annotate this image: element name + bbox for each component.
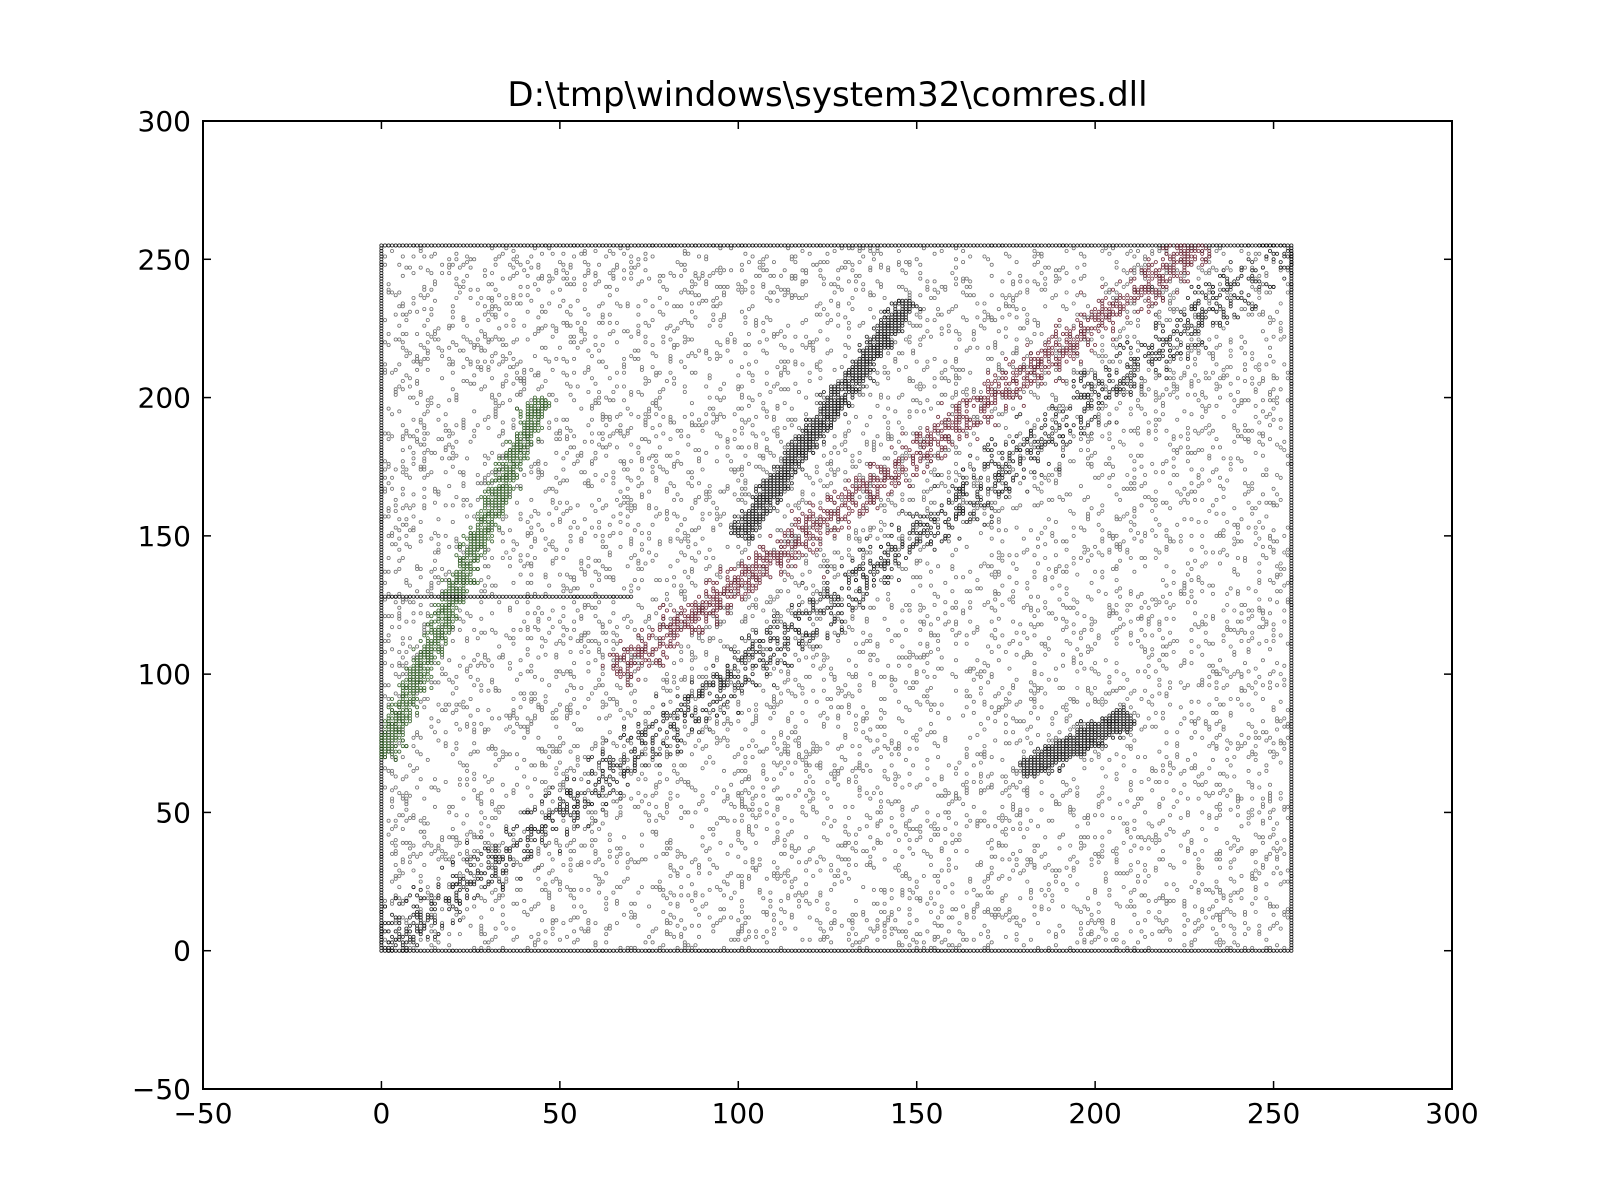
chart-title: D:\tmp\windows\system32\comres.dll	[507, 75, 1147, 115]
y-tick-label: 250	[138, 243, 191, 276]
background-scatter	[379, 243, 1294, 953]
x-tick-label: −50	[173, 1097, 232, 1130]
x-tick-label: 100	[712, 1097, 765, 1130]
structure-short-line-upper-middle	[729, 298, 923, 541]
x-tick-label: 200	[1068, 1097, 1121, 1130]
x-tick-label: 150	[890, 1097, 943, 1130]
structure-steep-upper-left-line	[379, 395, 552, 762]
x-tick-label: 300	[1425, 1097, 1478, 1130]
x-tick-label: 0	[373, 1097, 391, 1130]
y-tick-label: 200	[138, 382, 191, 415]
structure-upper-diagonal-band	[600, 243, 1212, 688]
y-tick-label: 150	[138, 520, 191, 553]
scatter-points	[379, 243, 1294, 953]
x-tick-label: 250	[1247, 1097, 1300, 1130]
plot-frame	[202, 120, 1453, 1090]
y-tick-label: 300	[138, 105, 191, 138]
y-tick-label: −50	[132, 1073, 191, 1106]
y-tick-label: 100	[138, 658, 191, 691]
axis-ticks: −50 0 50 100 150 200 250 300 −50 0 50 100 150 200 250 3…	[132, 105, 1479, 1130]
structure-horizontal-streak	[379, 594, 634, 599]
data-border	[379, 243, 1294, 953]
x-tick-label: 50	[542, 1097, 578, 1130]
y-tick-label: 0	[173, 935, 191, 968]
structure-diagonal-band	[379, 243, 1294, 953]
y-tick-label: 50	[155, 796, 191, 829]
structure-faint-low-line	[1018, 705, 1137, 779]
